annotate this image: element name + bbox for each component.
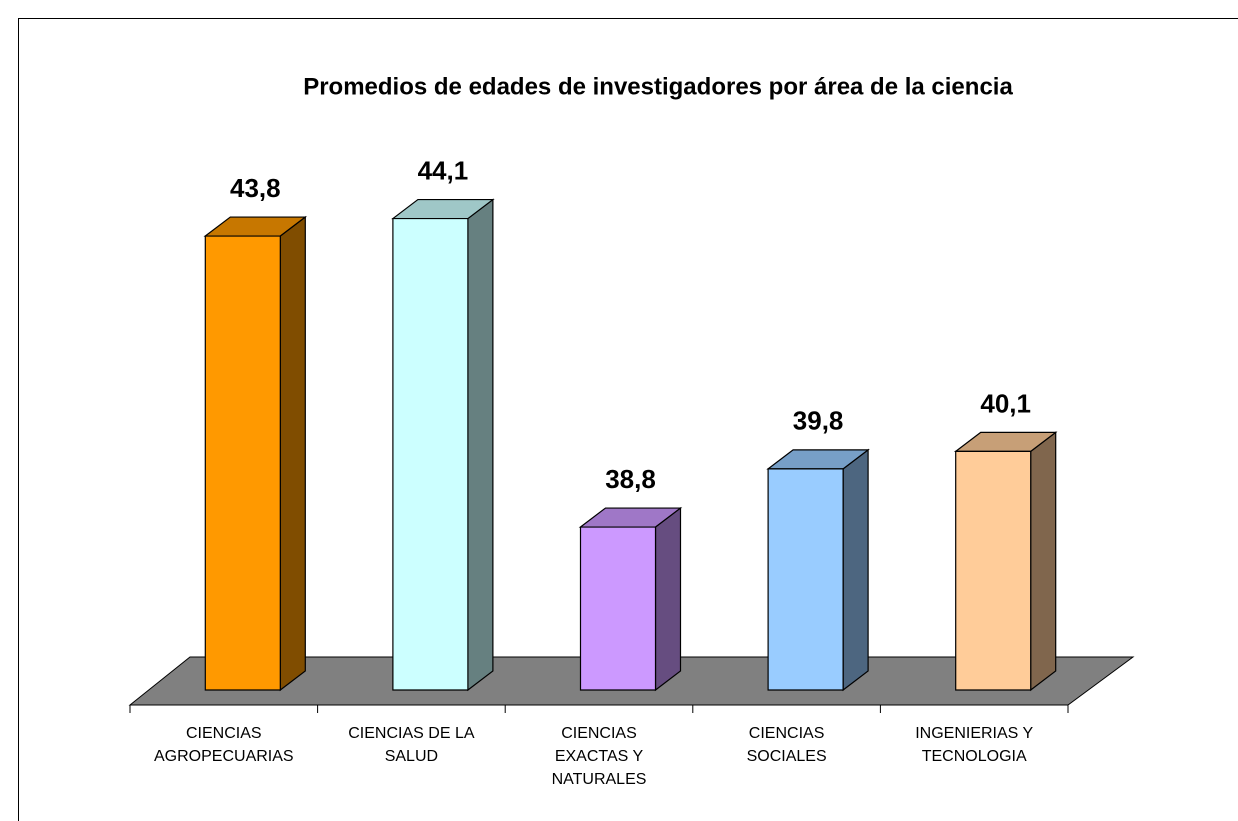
x-tick-label: CIENCIAS SOCIALES [746, 725, 827, 765]
bar-side [467, 198, 494, 692]
bar-side [1030, 431, 1057, 692]
bar-front [204, 235, 281, 691]
data-label: 44,1 [418, 155, 469, 185]
bar [953, 431, 1058, 692]
x-tick-label: CIENCIAS EXACTAS Y NATURALES [551, 725, 647, 788]
data-label: 39,8 [793, 406, 844, 436]
bar-front [579, 526, 657, 691]
bar [203, 215, 308, 692]
bar [578, 506, 683, 692]
bar-side [279, 215, 306, 692]
bar-side [654, 506, 682, 692]
bar-front [955, 450, 1032, 691]
bar [766, 448, 870, 692]
bar-front [392, 217, 469, 691]
bar [391, 198, 495, 692]
x-tick-label: CIENCIAS AGROPECUARIAS [154, 725, 294, 765]
data-label: 38,8 [605, 464, 656, 494]
bar-front [767, 468, 844, 691]
data-label: 43,8 [230, 173, 281, 203]
x-tick-label: CIENCIAS DE LA SALUD [348, 725, 475, 765]
bar-side [842, 448, 869, 692]
chart-title: Promedios de edades de investigadores po… [303, 73, 1013, 100]
x-tick-label: INGENIERIAS Y TECNOLOGIA [915, 725, 1034, 765]
data-label: 40,1 [980, 388, 1031, 418]
